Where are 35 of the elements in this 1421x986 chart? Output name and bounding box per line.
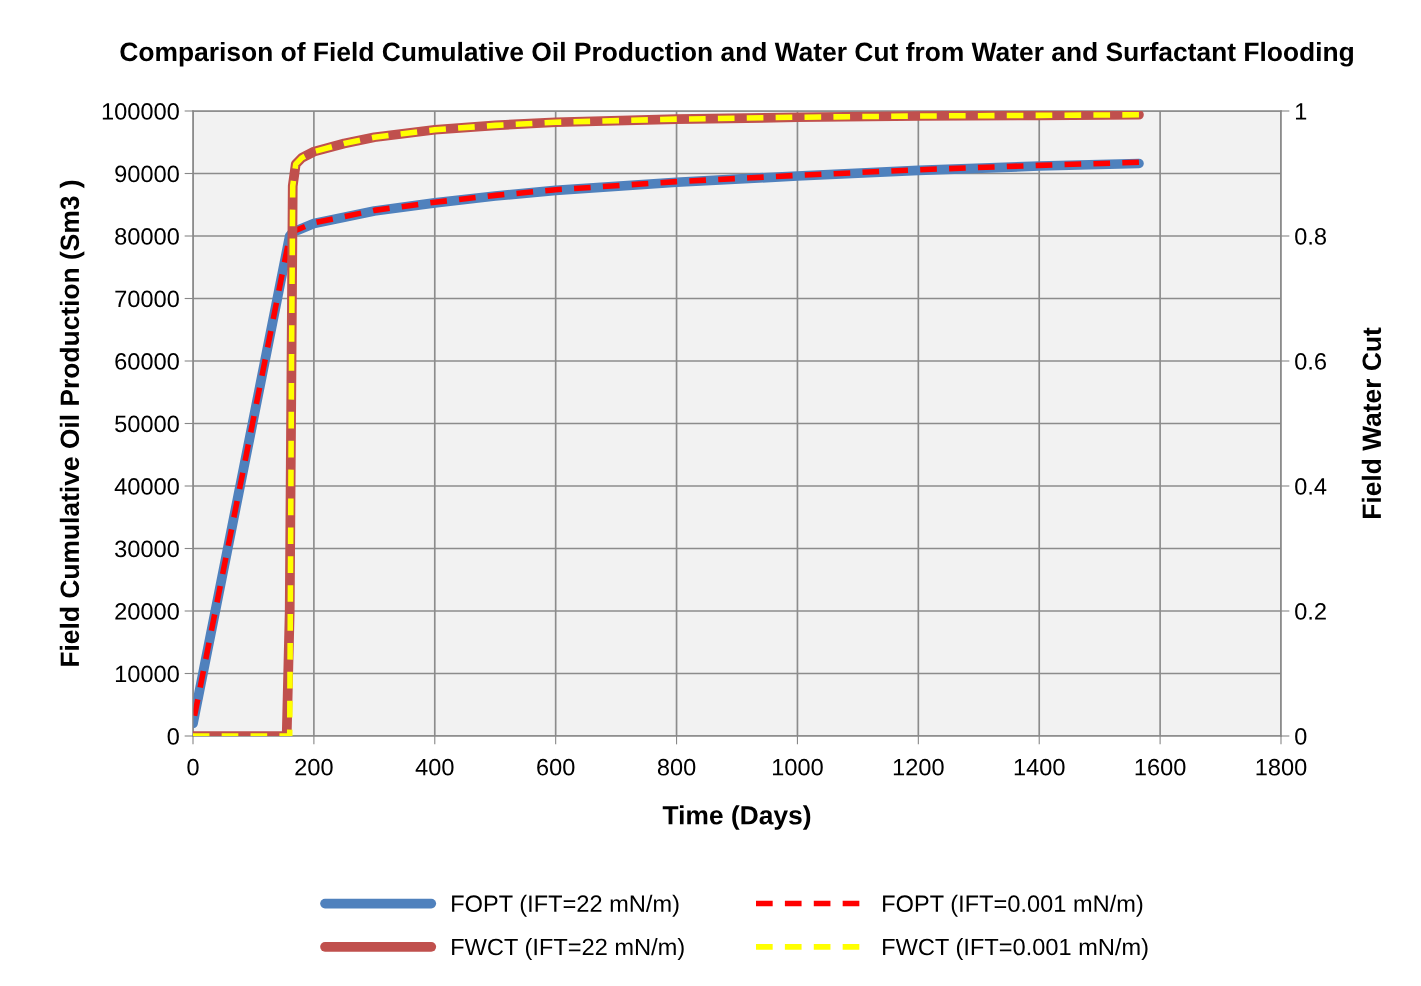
y2-tick-label: 1 bbox=[1295, 103, 1307, 120]
y-tick-label: 90000 bbox=[115, 165, 179, 183]
x-tick-label: 1000 bbox=[772, 758, 823, 776]
y-tick-label: 30000 bbox=[115, 540, 179, 558]
x-axis-title: Time (Days) bbox=[662, 805, 811, 830]
x-tick-label: 1200 bbox=[893, 758, 944, 776]
y-tick-label: 50000 bbox=[115, 415, 179, 433]
legend-label: FOPT (IFT=0.001 mN/m) bbox=[883, 894, 1143, 917]
x-tick-label: 600 bbox=[537, 758, 575, 776]
y-tick-label: 40000 bbox=[114, 478, 179, 495]
y2-tick-label: 0 bbox=[1295, 728, 1307, 745]
y-tick-label: 80000 bbox=[115, 228, 179, 245]
y2-axis-title: Field Water Cut bbox=[1361, 327, 1382, 518]
x-tick-label: 0 bbox=[187, 758, 199, 776]
x-tick-label: 1800 bbox=[1256, 758, 1307, 776]
x-tick-label: 1600 bbox=[1135, 758, 1186, 776]
x-tick-label: 1400 bbox=[1014, 758, 1065, 776]
x-tick-label: 400 bbox=[415, 758, 454, 776]
chart-title: Comparison of Field Cumulative Oil Production and Water Cut from Water and Surfactant Flooding bbox=[120, 41, 1353, 67]
y2-tick-label: 0.6 bbox=[1295, 353, 1326, 370]
y-tick-label: 70000 bbox=[115, 290, 179, 308]
y-tick-label: 100000 bbox=[102, 103, 179, 120]
x-tick-label: 200 bbox=[295, 758, 333, 776]
y-tick-label: 10000 bbox=[115, 665, 179, 683]
y2-tick-label: 0.4 bbox=[1295, 478, 1327, 495]
legend-label: FWCT (IFT=22 mN/m) bbox=[452, 938, 684, 961]
y-tick-label: 20000 bbox=[115, 603, 179, 620]
legend-label: FOPT (IFT=22 mN/m) bbox=[452, 894, 679, 917]
legend-label: FWCT (IFT=0.001 mN/m) bbox=[883, 938, 1148, 961]
y2-tick-label: 0.8 bbox=[1295, 228, 1326, 245]
y-tick-label: 0 bbox=[167, 728, 179, 745]
y2-tick-label: 0.2 bbox=[1295, 603, 1326, 620]
y-axis-title: Field Cumulative Oil Production (Sm3 ) bbox=[59, 180, 85, 666]
x-tick-label: 800 bbox=[657, 758, 696, 776]
y-tick-label: 60000 bbox=[115, 353, 179, 370]
